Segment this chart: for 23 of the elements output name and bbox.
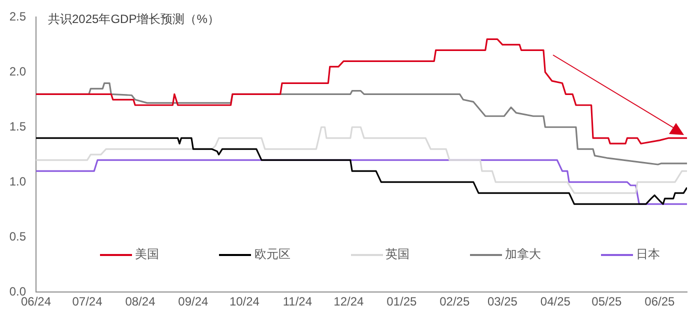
x-tick-label: 08/24	[125, 294, 156, 309]
y-tick-label: 1.0	[9, 174, 26, 188]
legend-label: 英国	[386, 246, 410, 263]
x-tick-label: 12/24	[334, 294, 364, 309]
y-tick-label: 0.5	[9, 229, 26, 244]
y-tick-label: 1.5	[9, 119, 26, 134]
x-tick-label: 03/25	[487, 294, 518, 309]
x-tick-label: 06/25	[644, 294, 675, 309]
x-tick-label: 10/24	[229, 294, 260, 309]
legend-label: 加拿大	[504, 246, 541, 263]
y-tick-label: 2.5	[9, 10, 26, 24]
legend-label: 日本	[636, 246, 660, 263]
x-tick-label: 07/24	[72, 294, 103, 309]
y-tick-label: 2.0	[9, 64, 26, 78]
chart-title: 共识2025年GDP增长预测（%）	[48, 11, 220, 28]
legend-label: 美国	[135, 246, 159, 263]
x-tick-label: 05/25	[592, 294, 622, 309]
x-tick-label: 02/25	[440, 294, 470, 309]
x-tick-label: 04/25	[540, 294, 571, 309]
x-tick-label: 11/24	[282, 294, 312, 309]
x-tick-label: 01/25	[386, 294, 417, 309]
legend-label: 欧元区	[254, 246, 290, 263]
x-tick-label: 09/24	[178, 294, 209, 309]
